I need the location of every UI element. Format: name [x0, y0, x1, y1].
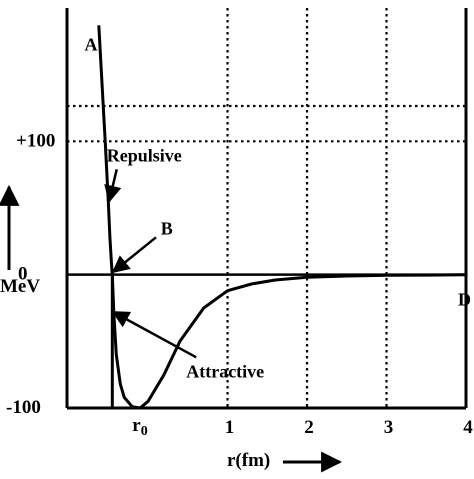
- x-tick-label: 3: [384, 417, 394, 438]
- x-axis-label: r(fm): [227, 450, 270, 471]
- axes: [65, 8, 468, 410]
- annotation-repulsive: Repulsive: [107, 145, 182, 165]
- y-tick-label: 0: [18, 264, 28, 285]
- potential-curve: [97, 25, 467, 410]
- annotation-b: B: [161, 219, 173, 239]
- annotation-a: A: [84, 35, 97, 55]
- x-tick-label: 2: [304, 417, 314, 438]
- r0-label: r0: [132, 415, 147, 439]
- r0-subscript: 0: [141, 424, 148, 439]
- annotation-arrow: [111, 310, 197, 359]
- curves: [97, 25, 467, 410]
- y-tick-label: -100: [6, 397, 41, 418]
- labels: 1 2 3 4 -100 0 +100 r0 r(fm) MeV A B D Repulsive Attra…: [0, 35, 473, 473]
- grid-lines: [67, 8, 466, 408]
- y-axis-label: MeV: [0, 276, 40, 297]
- annotation-attractive: Attractive: [186, 361, 264, 381]
- annotation-arrow-b: [111, 236, 157, 274]
- x-tick-label: 4: [463, 417, 473, 438]
- annotation-d: D: [458, 289, 471, 309]
- y-tick-label: +100: [16, 130, 55, 151]
- annotation-arrow: [104, 169, 122, 204]
- x-tick-label: 1: [225, 417, 235, 438]
